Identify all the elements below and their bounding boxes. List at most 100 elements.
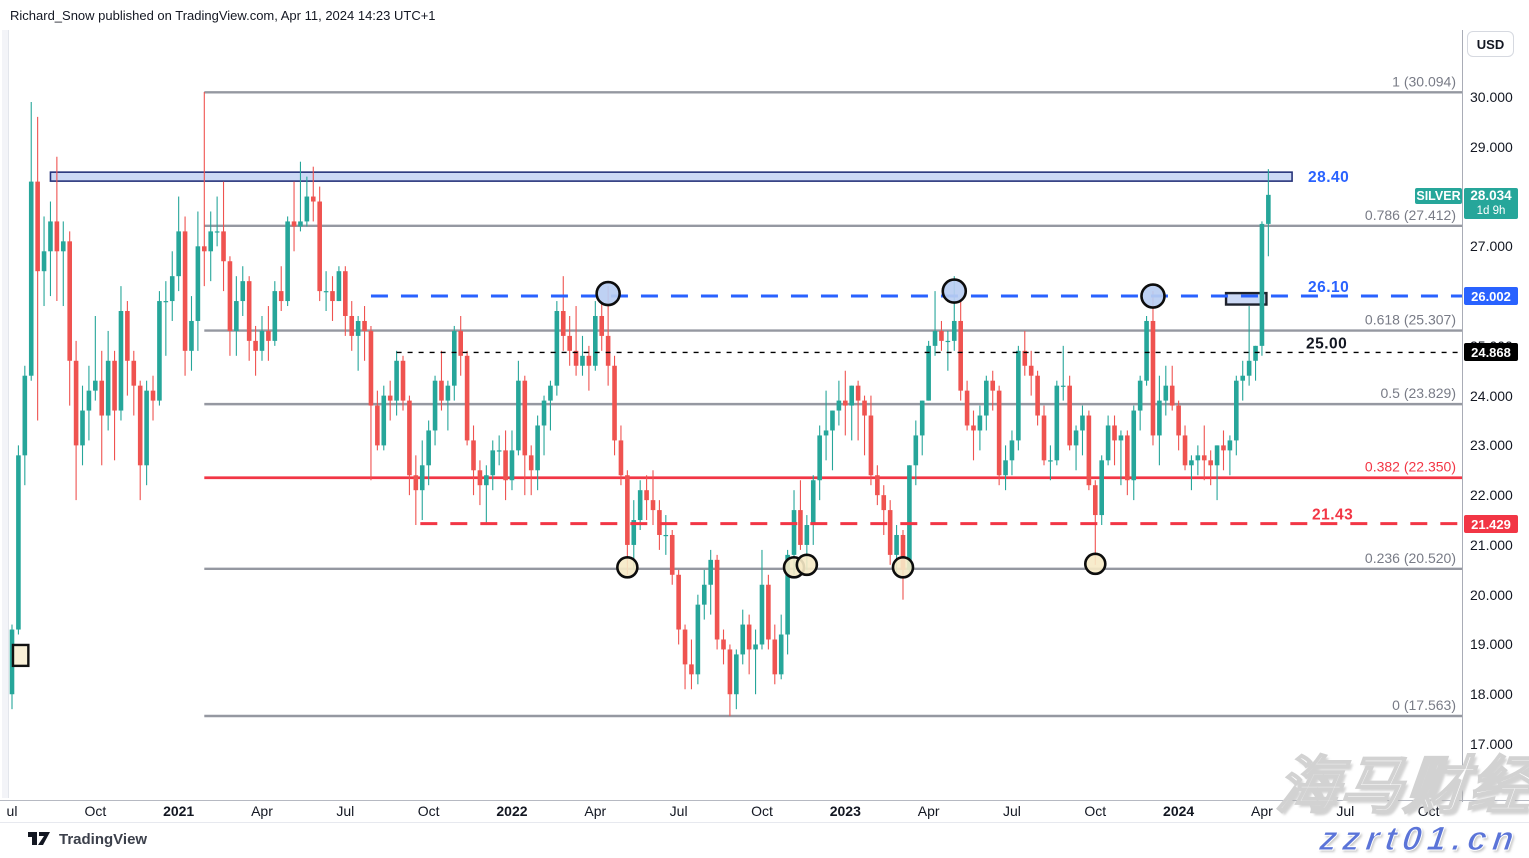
candle-body (439, 380, 444, 401)
candle-body (490, 450, 496, 476)
candle-body (221, 231, 226, 262)
price-tick: 17.000 (1470, 736, 1513, 752)
candle-body (426, 430, 431, 466)
candle-body (317, 201, 322, 292)
candle-body (554, 311, 560, 386)
candle-body (400, 360, 406, 401)
yellow-circle-marker[interactable] (1083, 552, 1107, 576)
touch-markers[interactable] (595, 278, 1166, 579)
tradingview-logo[interactable]: TradingView (28, 831, 147, 848)
candle-body (1253, 345, 1258, 361)
candle-body (759, 584, 765, 645)
level-lines[interactable] (370, 294, 1462, 526)
candle-body (1067, 385, 1072, 446)
time-tick: Apr (1251, 803, 1273, 819)
candle-body (445, 385, 451, 401)
candle-body (157, 301, 162, 401)
candle-body (1266, 194, 1271, 224)
candle-body (54, 221, 60, 252)
candle-body (990, 380, 996, 391)
candle-body (1189, 460, 1194, 466)
candle-body (214, 231, 220, 233)
candle-body (86, 390, 92, 411)
candle-body (234, 301, 239, 331)
candle-body (894, 534, 899, 555)
candle-body (823, 430, 829, 436)
blue-circle-marker[interactable] (941, 278, 968, 304)
candle-body (1131, 410, 1137, 481)
candle-body (310, 196, 316, 202)
candle-body (727, 649, 733, 695)
candle-body (548, 385, 553, 401)
candle-body (836, 400, 842, 411)
candle-body (804, 525, 810, 545)
time-axis[interactable]: ul Oct 2021 Apr Jul Oct 2022 Apr Jul Oct 2023 Apr Ju… (0, 801, 1529, 822)
candle-body (246, 281, 252, 341)
fib-retracement[interactable]: 1 (30.094) 0.786 (27.412) 0.618 (25.307) 0.… (204, 73, 1462, 718)
candle-body (163, 301, 169, 303)
candle-body (182, 231, 188, 351)
candle-body (451, 330, 457, 386)
candle-body (419, 465, 425, 491)
time-tick: Oct (1084, 803, 1107, 819)
time-tick: Oct (84, 803, 107, 819)
tradingview-logo-icon (28, 832, 50, 845)
candle-body (714, 559, 720, 640)
time-tick-year: 2024 (1163, 803, 1195, 819)
candle-body (137, 385, 143, 466)
candle-body (855, 385, 861, 401)
price-annotations: 28.40 26.10 25.00 21.43 (1306, 169, 1353, 523)
candle-body (766, 584, 771, 640)
candle-body (1259, 223, 1265, 346)
time-tick: Apr (917, 803, 940, 819)
candle-body (1137, 380, 1143, 411)
byline: Richard_Snow published on TradingView.co… (10, 8, 436, 23)
breakout-box[interactable] (1224, 291, 1268, 306)
candlesticks[interactable] (9, 92, 1271, 717)
bar-countdown: 1d 9h (1476, 205, 1506, 217)
price-axis[interactable]: 30.00029.00028.00027.00026.00025.00024.0… (1463, 30, 1529, 800)
candle-body (278, 291, 284, 302)
resistance-zone-2840[interactable] (49, 171, 1293, 182)
time-tick: Oct (1417, 803, 1440, 819)
candle-body (67, 241, 72, 361)
candle-body (48, 221, 53, 252)
candle-body (753, 644, 758, 650)
candle-body (817, 435, 822, 481)
candle-body (573, 350, 579, 366)
price-tick: 27.000 (1470, 238, 1513, 255)
candle-body (105, 360, 111, 416)
candle-body (1208, 460, 1213, 466)
candle-body (721, 639, 726, 650)
time-tick: ul (6, 803, 18, 819)
candle-body (272, 291, 278, 341)
candle-body (407, 400, 412, 476)
price-tick: 20.000 (1470, 586, 1513, 603)
candle-body (131, 360, 137, 386)
price-tick: 19.000 (1470, 636, 1513, 653)
candle-body (843, 400, 848, 406)
candle-body (567, 335, 572, 351)
yellow-circle-marker[interactable] (616, 556, 639, 579)
candle-body (631, 520, 637, 545)
fib-label-1: 1 (30.094) (1392, 73, 1456, 89)
candle-body (22, 375, 28, 456)
candle-body (971, 425, 976, 431)
time-tick: Jul (1336, 803, 1355, 819)
yellow-square-marker[interactable] (11, 643, 30, 668)
yellow-circle-marker[interactable] (891, 556, 915, 579)
blue-circle-marker[interactable] (595, 280, 621, 307)
candle-body (387, 395, 393, 401)
candle-body (1009, 440, 1015, 461)
blue-circle-marker[interactable] (1140, 283, 1166, 309)
candle-body (785, 554, 790, 635)
yellow-circle-marker[interactable] (795, 553, 819, 577)
time-tick-year: 2022 (496, 803, 528, 819)
watermark-chinese: 海马财经 (1272, 751, 1529, 822)
candle-body (1105, 425, 1111, 461)
time-tick-year: 2023 (829, 803, 861, 819)
currency-button[interactable]: USD (1467, 31, 1514, 57)
candle-body (144, 390, 149, 466)
fib-label-0.5: 0.5 (23.829) (1381, 385, 1457, 401)
